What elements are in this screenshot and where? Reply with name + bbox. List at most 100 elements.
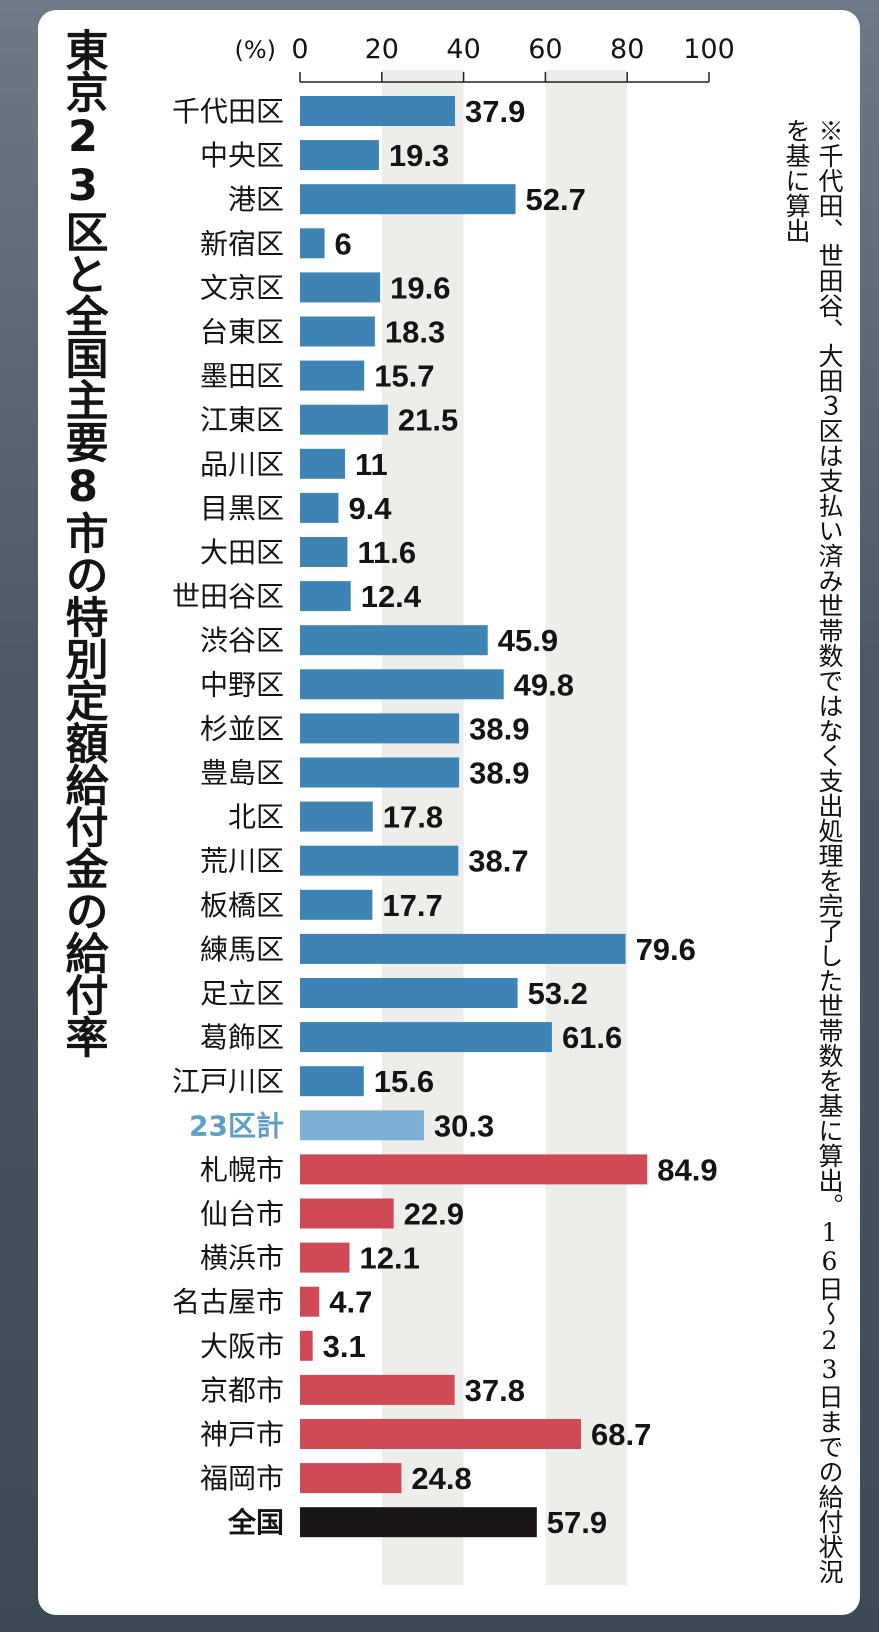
value-label: 11.6 bbox=[357, 535, 416, 570]
category-label: 足立区 bbox=[200, 977, 284, 1010]
value-label: 17.8 bbox=[383, 800, 443, 835]
x-tick-label: 20 bbox=[365, 34, 399, 65]
category-label: 福岡市 bbox=[200, 1462, 284, 1495]
bar bbox=[300, 713, 460, 744]
value-label: 38.7 bbox=[468, 844, 528, 879]
value-label: 37.8 bbox=[465, 1373, 525, 1408]
category-label: 中央区 bbox=[200, 139, 284, 172]
x-tick-label: 60 bbox=[528, 34, 562, 65]
footnote: ※千代田、世田谷、大田３区は支払い済み世帯数ではなく支出処理を完了した世帯数を基… bbox=[782, 118, 844, 1584]
value-label: 4.7 bbox=[329, 1285, 372, 1320]
category-label: 世田谷区 bbox=[172, 580, 284, 613]
category-label: 港区 bbox=[228, 183, 284, 216]
value-label: 15.6 bbox=[374, 1064, 434, 1099]
bar bbox=[300, 1463, 402, 1494]
bar bbox=[300, 537, 348, 567]
category-label: 豊島区 bbox=[200, 757, 284, 790]
value-label: 79.6 bbox=[636, 932, 696, 967]
category-label: 北区 bbox=[228, 801, 284, 834]
value-label: 57.9 bbox=[547, 1505, 607, 1540]
value-label: 52.7 bbox=[526, 182, 586, 217]
bar bbox=[300, 492, 339, 523]
bar bbox=[300, 316, 375, 347]
chart-title: 東京23区と全国主要8市の特別定額給付金の給付率 bbox=[58, 28, 108, 1057]
category-label: 墨田区 bbox=[200, 360, 284, 393]
bar bbox=[300, 1419, 581, 1449]
x-tick-label: 0 bbox=[291, 34, 308, 65]
bar bbox=[300, 1198, 394, 1229]
category-label: 渋谷区 bbox=[200, 624, 284, 657]
category-label: 新宿区 bbox=[200, 227, 284, 260]
bar bbox=[300, 272, 381, 303]
value-label: 19.6 bbox=[390, 270, 450, 305]
category-label: 荒川区 bbox=[200, 845, 284, 878]
bar bbox=[300, 933, 626, 964]
bars bbox=[300, 96, 648, 1538]
grid-bands bbox=[381, 70, 628, 1585]
category-label: 神戸市 bbox=[200, 1418, 284, 1451]
value-label: 68.7 bbox=[591, 1417, 651, 1452]
bar bbox=[300, 360, 365, 391]
bar bbox=[300, 1110, 424, 1141]
category-label: 仙台市 bbox=[200, 1198, 284, 1231]
value-label: 6 bbox=[335, 226, 352, 261]
category-label: 23区計 bbox=[189, 1109, 284, 1142]
bar bbox=[300, 184, 516, 215]
category-label: 江戸川区 bbox=[172, 1065, 284, 1098]
value-label: 37.9 bbox=[465, 94, 525, 129]
bar bbox=[300, 978, 518, 1008]
category-label: 京都市 bbox=[200, 1374, 284, 1407]
category-label: 大阪市 bbox=[200, 1330, 284, 1363]
bar bbox=[300, 625, 488, 656]
bar bbox=[300, 801, 373, 832]
bar bbox=[300, 228, 325, 259]
bar bbox=[300, 1374, 455, 1405]
bar bbox=[300, 96, 456, 126]
category-label: 文京区 bbox=[200, 271, 284, 304]
x-tick-label: 80 bbox=[610, 34, 644, 65]
bar bbox=[300, 1330, 313, 1361]
bar bbox=[300, 1022, 552, 1053]
unit-label: (%) bbox=[234, 36, 276, 64]
bar bbox=[300, 1066, 364, 1097]
category-label: 目黒区 bbox=[200, 492, 284, 525]
category-label: 中野区 bbox=[200, 668, 284, 701]
grid-band bbox=[545, 70, 628, 1585]
x-tick-label: 100 bbox=[683, 34, 735, 65]
category-label: 名古屋市 bbox=[172, 1286, 284, 1319]
value-label: 38.9 bbox=[469, 711, 529, 746]
x-tick-label: 40 bbox=[446, 34, 480, 65]
value-label: 45.9 bbox=[498, 623, 558, 658]
value-label: 84.9 bbox=[657, 1152, 717, 1187]
value-label: 17.7 bbox=[382, 888, 442, 923]
value-label: 38.9 bbox=[469, 756, 529, 791]
bar bbox=[300, 581, 351, 612]
category-label: 杉並区 bbox=[200, 712, 284, 745]
category-label: 江東区 bbox=[200, 404, 284, 437]
category-label: 大田区 bbox=[200, 536, 284, 569]
bar bbox=[300, 1242, 350, 1273]
chart-card: 東京23区と全国主要8市の特別定額給付金の給付率 0 20 40 60 80 100 (%)… bbox=[38, 10, 860, 1615]
value-label: 15.7 bbox=[374, 359, 434, 394]
value-label: 61.6 bbox=[562, 1020, 622, 1055]
bar bbox=[300, 1154, 648, 1185]
category-label: 札幌市 bbox=[200, 1153, 284, 1186]
value-label: 53.2 bbox=[528, 976, 588, 1011]
value-label: 3.1 bbox=[323, 1329, 366, 1364]
value-label: 11 bbox=[355, 447, 388, 482]
value-label: 24.8 bbox=[411, 1461, 471, 1496]
value-labels: 37.9 19.3 52.7 6 19.6 18.3 15.7 21.5 11 9.4 11.6 12… bbox=[323, 94, 718, 1540]
bar bbox=[300, 404, 388, 435]
value-label: 21.5 bbox=[398, 403, 458, 438]
category-label: 千代田区 bbox=[172, 95, 284, 128]
category-label: 横浜市 bbox=[200, 1242, 284, 1275]
category-label: 全国 bbox=[227, 1506, 284, 1539]
category-label: 品川区 bbox=[200, 448, 284, 481]
bar bbox=[300, 1286, 320, 1317]
bar bbox=[300, 757, 460, 788]
bar bbox=[300, 448, 345, 479]
bar bbox=[300, 845, 459, 876]
value-label: 49.8 bbox=[514, 667, 574, 702]
bar bbox=[300, 140, 379, 171]
value-label: 12.1 bbox=[359, 1241, 419, 1276]
